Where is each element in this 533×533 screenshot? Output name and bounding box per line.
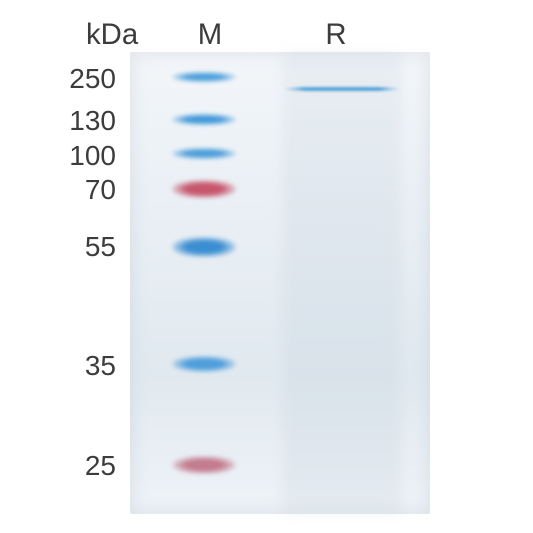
mw-label-55: 55 [58, 231, 116, 263]
sample-band [283, 87, 401, 91]
lane-label-marker: M [190, 18, 230, 52]
sample-lane-shade [283, 52, 401, 514]
mw-label-100: 100 [58, 140, 116, 172]
gel-figure: kDa M R 250 130 100 70 55 35 25 [0, 0, 533, 533]
marker-band-55 [172, 237, 236, 257]
kda-header-label: kDa [86, 18, 138, 52]
marker-band-250 [172, 72, 236, 82]
marker-band-35 [172, 356, 236, 372]
mw-label-130: 130 [58, 105, 116, 137]
mw-label-35: 35 [58, 350, 116, 382]
mw-label-25: 25 [58, 450, 116, 482]
lane-label-sample: R [316, 18, 356, 52]
marker-band-130 [172, 114, 236, 125]
marker-band-70 [172, 180, 236, 198]
marker-band-25 [172, 456, 236, 474]
marker-band-100 [172, 148, 236, 159]
mw-label-250: 250 [58, 63, 116, 95]
mw-label-70: 70 [58, 174, 116, 206]
